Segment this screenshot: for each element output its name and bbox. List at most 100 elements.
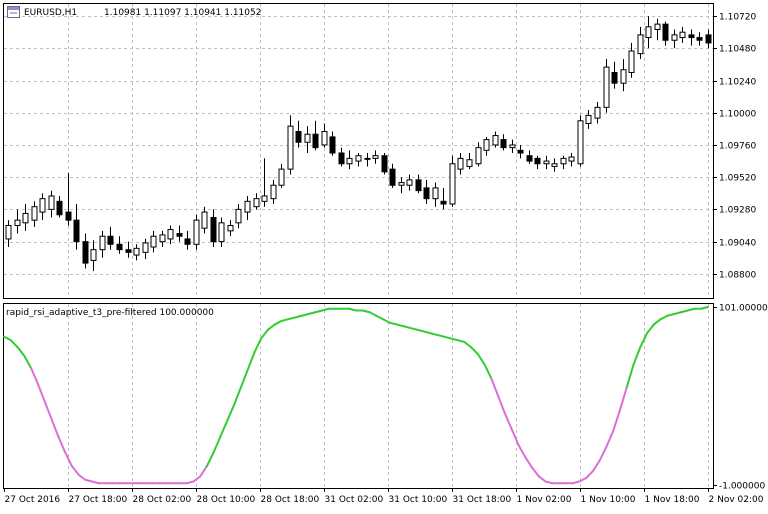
candle [637,26,644,60]
indicator-segment [280,318,290,322]
time-tick-label: 31 Oct 02:00 [325,495,384,505]
candle [116,236,123,254]
candle [201,206,208,234]
indicator-segment [422,330,432,335]
indicator-segment [9,339,19,349]
price-tick-label: 1.10720 [719,13,756,23]
indicator-segment [625,363,635,389]
candle [500,134,507,151]
candle [99,230,106,258]
candle [389,163,396,188]
indicator-segment [646,323,655,335]
candle [517,144,524,159]
indicator-segment [612,408,621,432]
indicator-segment [463,340,473,349]
candle [398,177,405,194]
indicator-segment [84,478,93,483]
candle [133,244,140,261]
indicator-segment [443,335,452,340]
candle [48,190,55,218]
candle [65,173,72,226]
indicator-segment [253,337,263,354]
indicator-segment [260,328,269,340]
candle [193,214,200,250]
candle [594,102,601,124]
candle [372,150,379,164]
candle [585,110,592,129]
time-tick-label: 31 Oct 18:00 [453,495,512,505]
candle [560,155,567,170]
candle [235,204,242,229]
candle [253,193,260,210]
candle [492,131,499,148]
time-tick-label: 27 Oct 2016 [5,495,61,505]
indicator-grid [68,304,709,488]
candle [568,153,575,167]
price-axis: 1.10720 1.10480 1.10240 1.10000 1.09760 1.095… [713,13,756,281]
indicator-line [3,306,709,485]
time-tick-label: 31 Oct 10:00 [389,495,448,505]
indicator-segment [300,312,310,317]
indicator-segment [36,382,46,403]
price-tick-label: 1.09040 [719,239,756,249]
indicator-segment [246,351,256,371]
candle [645,16,652,49]
price-tick-label: 1.09520 [719,174,756,184]
window-menu-icon[interactable] [7,6,20,18]
time-tick-label: 1 Nov 10:00 [581,495,636,505]
candle [577,115,584,167]
candle [304,126,311,154]
indicator-segment [219,419,229,438]
indicator-segment [368,311,378,317]
candle [295,120,302,148]
indicator-segment [490,377,500,397]
candle [679,26,686,43]
indicator-segment [497,395,506,415]
candle [355,153,362,167]
symbol-label: EURUSD,H1 [24,8,77,18]
time-tick-label: 28 Oct 18:00 [261,495,320,505]
candle [287,115,294,175]
indicator-segment [375,314,385,321]
indicator-segment [686,307,696,312]
indicator-segment [436,333,445,338]
indicator-segment [591,459,601,473]
indicator-segment [673,311,682,315]
ohlc-label: 1.10981 1.11097 1.10941 1.11052 [104,8,261,18]
indicator-segment [314,309,324,314]
indicator-segment [639,332,649,349]
indicator-segment [3,335,12,342]
indicator-segment [429,332,439,336]
indicator-segment [449,337,459,342]
price-panel [3,3,714,299]
indicator-segment [16,346,26,357]
indicator-segment [199,464,209,478]
candle [620,59,627,92]
candle [662,21,669,46]
indicator-segment [510,428,520,446]
price-tick-label: 1.08800 [719,271,756,281]
indicator-segment [43,400,53,420]
candle [22,204,29,231]
time-tick-label: 28 Oct 10:00 [197,495,256,505]
candle [227,220,234,237]
candle [346,150,353,170]
candle [73,204,80,250]
price-tick-label: 1.09760 [719,142,756,152]
candle [415,174,422,194]
indicator-segment [619,386,628,411]
candle [210,209,217,247]
indicator-segment [456,339,466,343]
candle [440,187,447,210]
candle [611,61,618,89]
candle [551,158,558,172]
candle [457,153,464,175]
candle [31,201,38,227]
indicator-segment [659,314,669,321]
indicator-segment [679,309,689,314]
candle [449,155,456,207]
candle [628,42,635,78]
indicator-segment [585,470,594,480]
